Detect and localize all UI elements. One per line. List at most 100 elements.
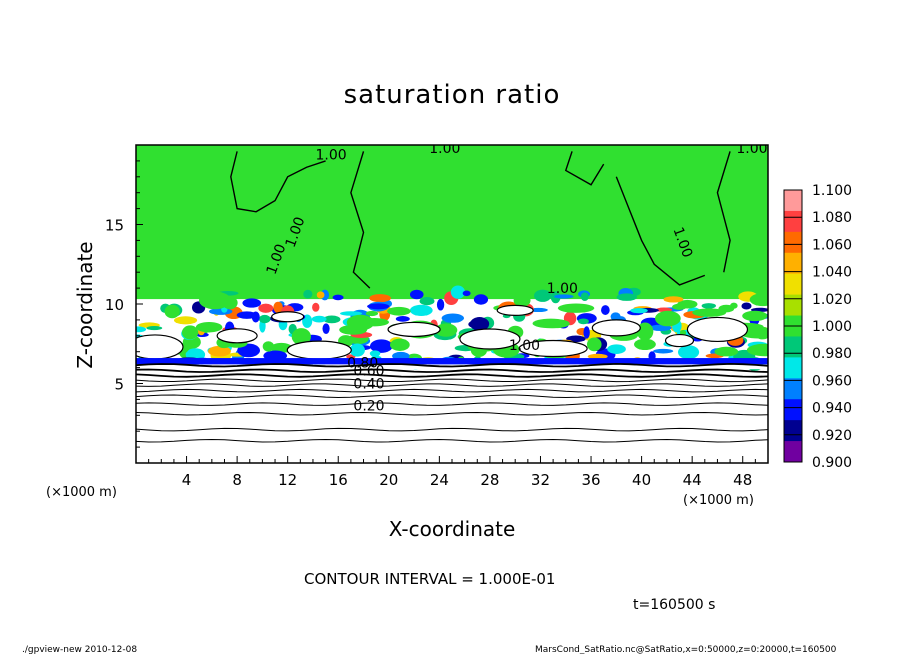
cloud-hole	[286, 340, 352, 360]
cloud-blob	[580, 292, 589, 302]
cloud-green	[714, 346, 739, 357]
colorbar-label: 1.000	[812, 319, 852, 335]
cloud-blob	[346, 354, 356, 360]
colorbar-swatch	[784, 190, 802, 212]
cloud-blob	[273, 301, 283, 314]
cloud-green	[634, 338, 656, 350]
cloud-blob	[251, 311, 260, 323]
y-tick-label: 5	[114, 376, 124, 394]
contour-line	[136, 368, 768, 373]
cloud-blob	[312, 302, 320, 312]
cloud-blob	[441, 313, 464, 323]
cloud-blob	[146, 325, 163, 331]
cloud-blob	[653, 348, 674, 354]
contour-interval: CONTOUR INTERVAL = 1.000E-01	[304, 570, 555, 588]
cloud-blob	[701, 303, 716, 309]
cloud-blob	[208, 345, 231, 357]
field-green	[136, 145, 768, 300]
cloud-green	[164, 304, 180, 319]
contour-line	[136, 394, 768, 399]
contour-label: 1.00	[736, 141, 767, 157]
x-axis-unit: (×1000 m)	[683, 493, 754, 508]
cloud-hole	[387, 321, 441, 338]
colorbar-swatch	[784, 420, 802, 442]
cloud-blob	[587, 353, 608, 360]
x-tick-label: 28	[480, 471, 499, 489]
x-tick-label: 24	[430, 471, 449, 489]
colorbar-label: 0.900	[812, 455, 852, 471]
cloud-green	[742, 310, 768, 322]
y-tick-label: 15	[105, 217, 124, 235]
contour-1-00	[716, 151, 731, 273]
cloud-blob	[365, 310, 379, 317]
colorbar-label: 0.940	[812, 401, 852, 417]
cloud-blob	[554, 294, 574, 299]
contour-label: 0.80	[347, 356, 378, 372]
y-axis: 5 10 15	[105, 144, 143, 464]
x-axis: 4 8 12 16 20 24 28 32 36 40 44 48	[135, 456, 769, 489]
cloud-blob	[323, 315, 341, 324]
cloud-blob	[534, 289, 552, 302]
y-tick-label: 10	[105, 296, 124, 314]
x-tick-label: 4	[182, 471, 192, 489]
cloud-green	[672, 303, 687, 310]
colorbar-label: 1.100	[812, 183, 852, 199]
cloud-blob	[311, 315, 327, 323]
cloud-hole	[216, 328, 258, 344]
x-tick-label: 12	[278, 471, 297, 489]
cloud-blob	[578, 318, 589, 325]
cloud-green	[749, 293, 768, 307]
contour-label: 0.60	[353, 364, 384, 380]
cloud-blob	[462, 290, 471, 297]
cloud-blob	[473, 294, 489, 305]
cloud-hole	[459, 328, 521, 350]
contour-line	[136, 438, 768, 443]
x-tick-label: 44	[683, 471, 702, 489]
contour-label: 1.00	[509, 338, 540, 354]
colorbar-label: 1.080	[812, 210, 852, 226]
x-tick-label: 8	[232, 471, 242, 489]
cloud-green	[636, 322, 654, 341]
cloud-hole	[271, 311, 305, 323]
contour-line	[136, 362, 768, 368]
colorbar-swatch	[784, 357, 802, 379]
cloud-green	[435, 323, 458, 337]
x-tick-label: 48	[733, 471, 752, 489]
cloud-blob	[369, 294, 391, 303]
contour-line	[136, 427, 768, 432]
footer-right: MarsCond_SatRatio.nc@SatRatio,x=0:50000,…	[535, 645, 837, 654]
cloud-blob	[173, 316, 198, 325]
colorbar-swatch	[784, 378, 802, 400]
cloud-blob	[741, 302, 752, 310]
contour-1-00	[564, 151, 605, 186]
cloud-green	[360, 318, 389, 327]
cloud-blob	[677, 345, 700, 360]
contour-line	[136, 383, 768, 387]
contour-line	[136, 388, 768, 393]
cloud-blob	[322, 323, 330, 335]
cloud-green	[513, 293, 531, 307]
cloud-blob	[409, 304, 433, 316]
colorbar-swatch	[784, 252, 802, 275]
x-tick-label: 32	[531, 471, 550, 489]
time-label: t=160500 s	[633, 597, 715, 613]
y-axis-label: Z-coordinate	[73, 241, 97, 368]
contour-label: 0.20	[353, 399, 384, 415]
cloud-blob	[340, 311, 363, 316]
cloud-blob	[349, 343, 365, 357]
cloud-blob	[242, 298, 262, 308]
cloud-blob	[616, 293, 638, 301]
cloud-blob	[566, 335, 586, 343]
base-band-blue	[136, 358, 768, 365]
x-tick-label: 36	[581, 471, 600, 489]
cloud-blob	[469, 317, 490, 331]
chart-title: saturation ratio	[344, 80, 561, 110]
cloud-blob	[395, 316, 410, 322]
cloud-green	[181, 325, 199, 340]
cloud-blob	[409, 289, 424, 300]
cloud-green	[746, 343, 768, 357]
colorbar: 1.100 1.080 1.060 1.040 1.020 1.000 0.980 0.960…	[783, 183, 852, 471]
cloud-blob	[419, 297, 435, 306]
cloud-green	[389, 338, 410, 351]
colorbar-swatch	[784, 294, 802, 317]
